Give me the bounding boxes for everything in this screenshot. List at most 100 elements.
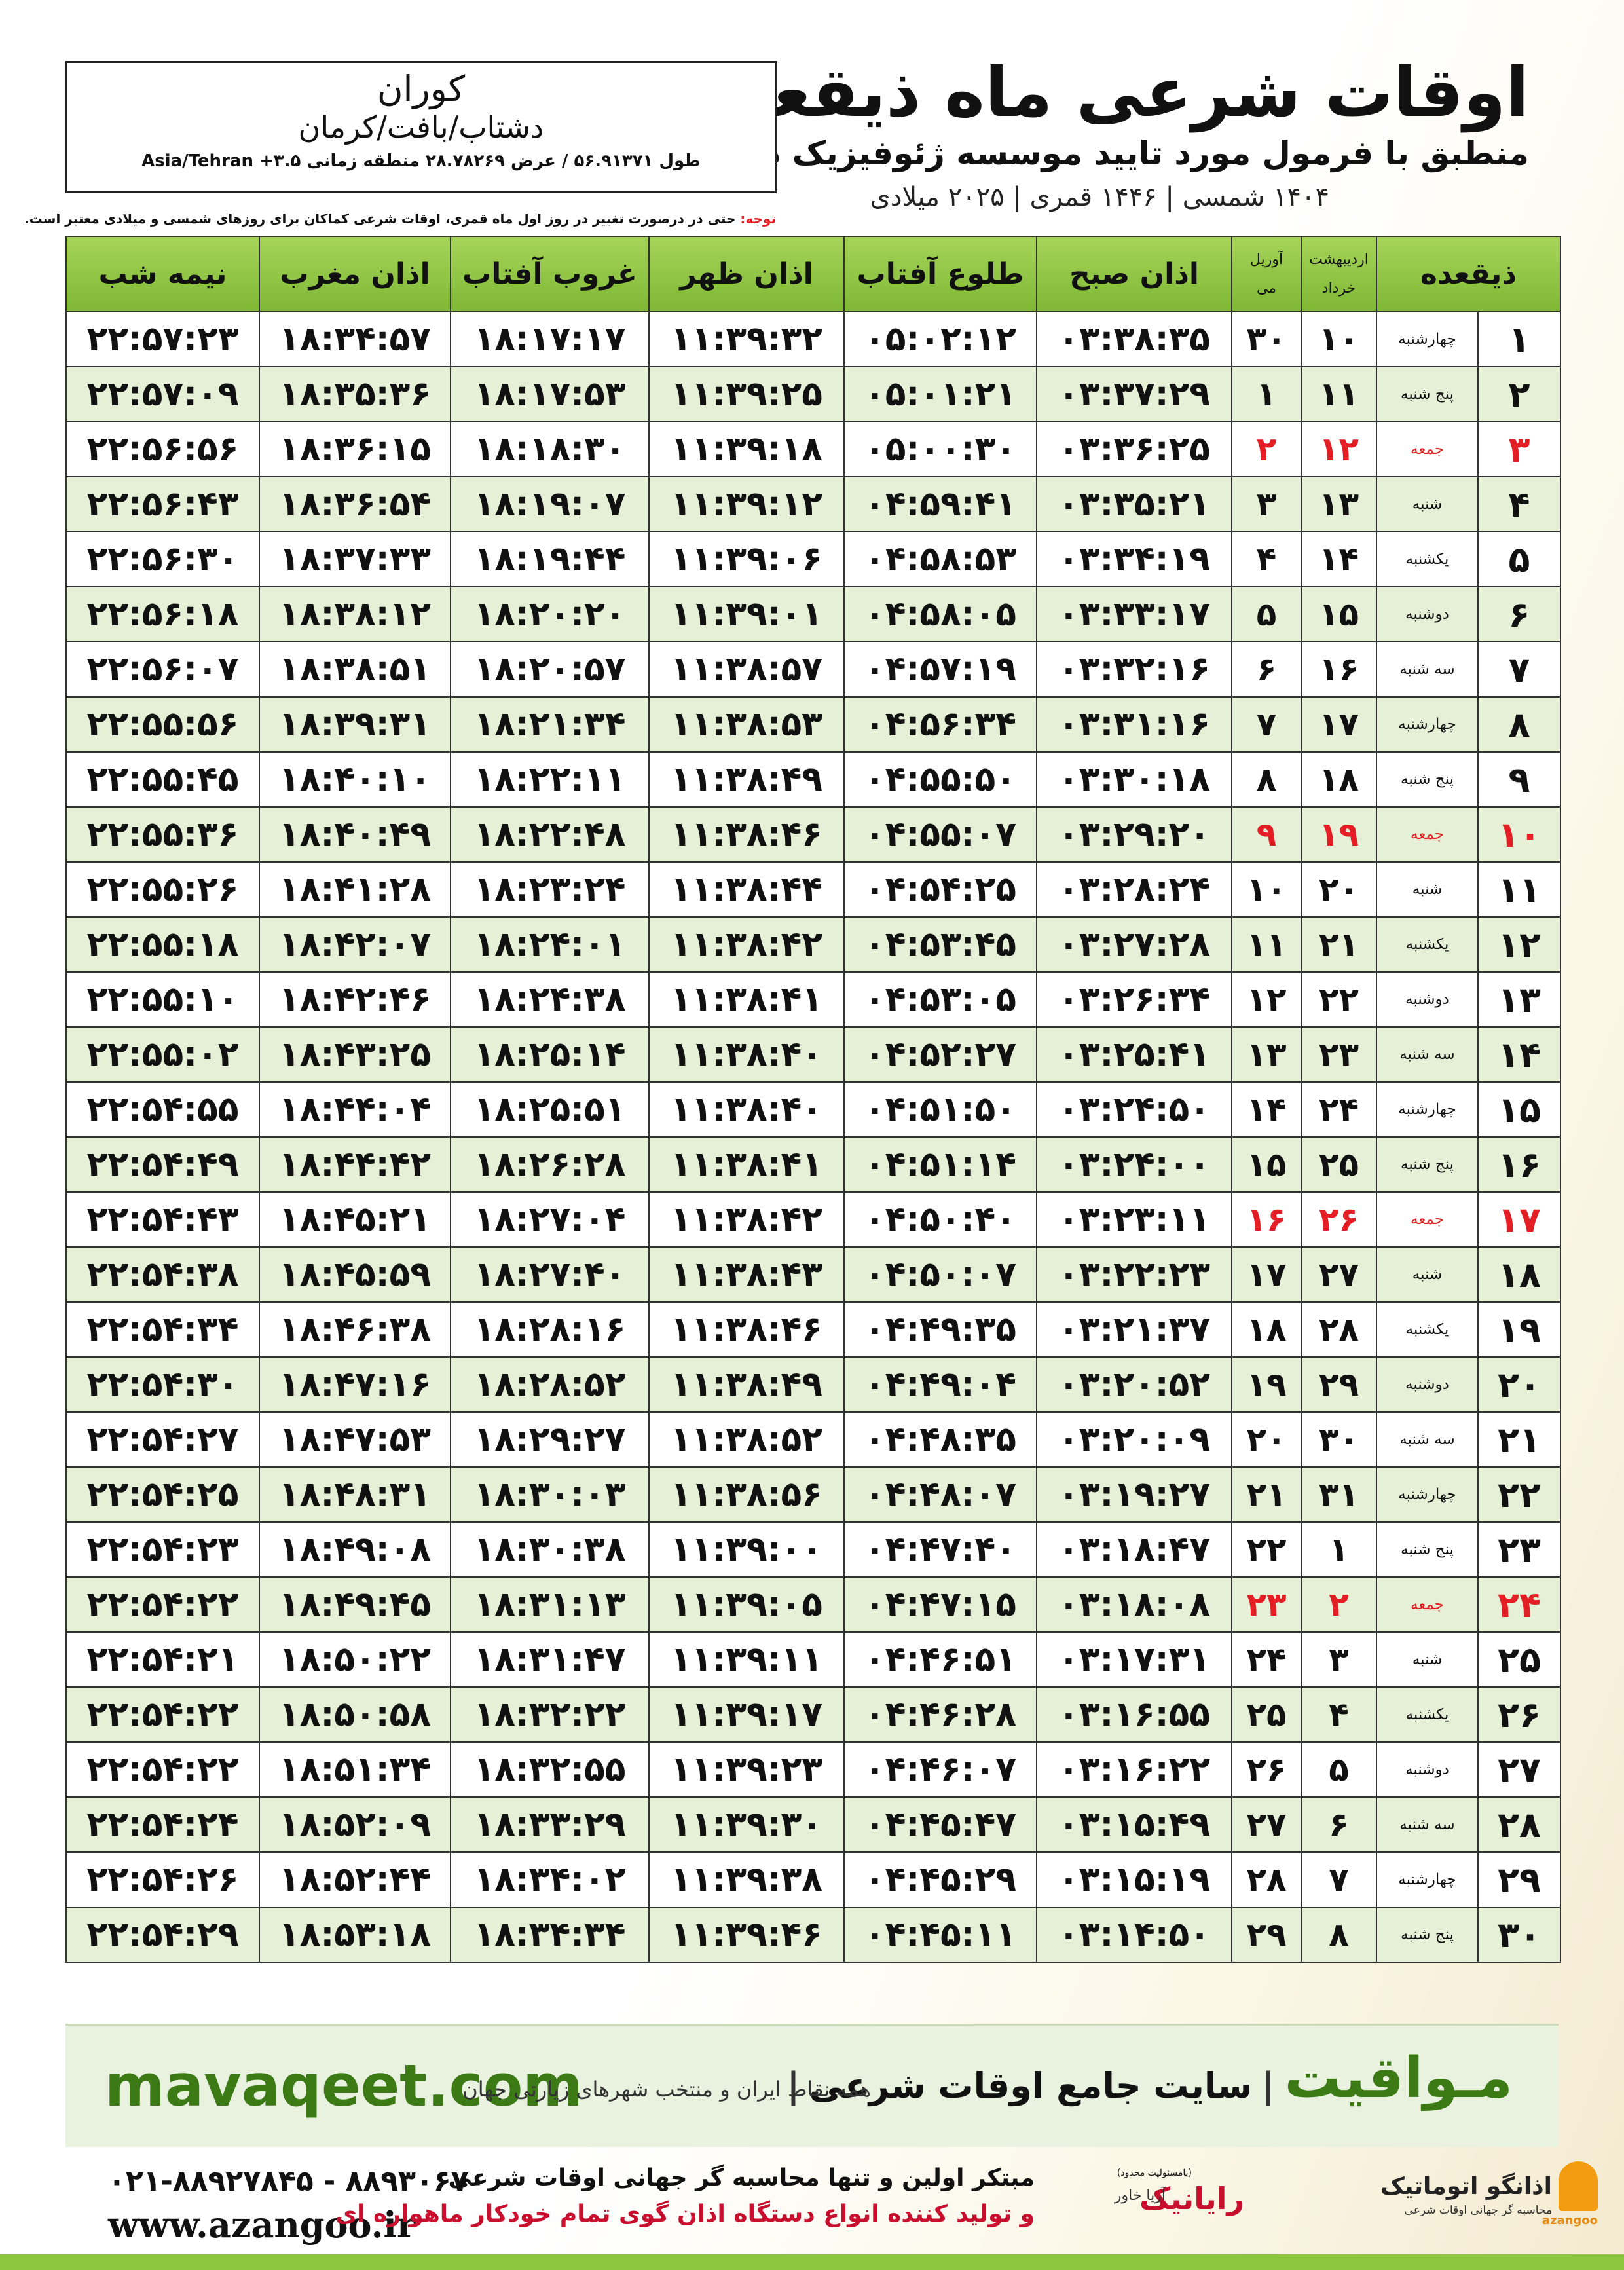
time-cell: ۲۲:۵۶:۳۰	[65, 531, 260, 587]
time-cell: ۰۳:۳۰:۱۸	[1036, 751, 1232, 808]
time-cell: ۱۸:۲۳:۲۴	[450, 861, 650, 918]
weekday-cell: دوشنبه	[1376, 1356, 1479, 1413]
row: ۶ دوشنبه ۱۵ ۵ ۰۳:۳۳:۱۷ ۰۴:۵۸:۰۵ ۱۱:۳۹:۰۱ ۱۸:۲۰:…	[65, 586, 1561, 642]
time-cell: ۰۴:۴۷:۴۰	[843, 1521, 1037, 1578]
time-cell: ۱۸:۵۲:۰۹	[259, 1796, 451, 1853]
time-cell: ۱۸:۲۷:۰۴	[450, 1191, 650, 1248]
time-cell: ۰۴:۴۶:۲۸	[843, 1686, 1037, 1743]
day-cell: ۱۳	[1477, 971, 1561, 1028]
banner: mavaqeet.com مـواقیت سایت جامع اوقات شرع…	[65, 2024, 1559, 2147]
sponsor: رایانیک	[1139, 2181, 1244, 2216]
time-cell: ۱۸:۲۵:۵۱	[450, 1081, 650, 1138]
coverage: همه نقاط ایران و منتخب شهرهای زیارتی جها…	[462, 2077, 871, 2102]
row: ۹ پنج شنبه ۱۸ ۸ ۰۳:۳۰:۱۸ ۰۴:۵۵:۵۰ ۱۱:۳۸:۴۹ ۱۸:۲…	[65, 751, 1561, 808]
date-cell: ۴	[1301, 1686, 1377, 1743]
time-cell: ۲۲:۵۶:۴۳	[65, 476, 260, 532]
note: توجه: حتی در درصورت تغییر در روز اول ماه…	[24, 211, 776, 227]
time-cell: ۰۴:۵۲:۲۷	[843, 1026, 1037, 1083]
date-cell: ۱۴	[1301, 531, 1377, 587]
weekday-cell: سه شنبه	[1376, 641, 1479, 698]
time-cell: ۱۸:۳۴:۰۲	[450, 1851, 650, 1908]
date-cell: ۲۹	[1231, 1907, 1302, 1963]
note-text: حتی در درصورت تغییر در روز اول ماه قمری،…	[24, 211, 736, 227]
row: ۸ چهارشنبه ۱۷ ۷ ۰۳:۳۱:۱۶ ۰۴:۵۶:۳۴ ۱۱:۳۸:۵۳ ۱۸:۲…	[65, 696, 1561, 753]
time-cell: ۲۲:۵۵:۲۶	[65, 861, 260, 918]
time-cell: ۲۲:۵۴:۲۳	[65, 1521, 260, 1578]
time-cell: ۲۲:۵۴:۲۴	[65, 1796, 260, 1853]
weekday-cell: چهارشنبه	[1376, 1466, 1479, 1523]
row: ۲۵ شنبه ۳ ۲۴ ۰۳:۱۷:۳۱ ۰۴:۴۶:۵۱ ۱۱:۳۹:۱۱ ۱۸:۳۱:۴…	[65, 1631, 1561, 1688]
time-cell: ۰۴:۵۹:۴۱	[843, 476, 1037, 532]
day-cell: ۲۴	[1477, 1576, 1561, 1633]
row: ۲۳ پنج شنبه ۱ ۲۲ ۰۳:۱۸:۴۷ ۰۴:۴۷:۴۰ ۱۱:۳۹:۰۰ ۱۸:…	[65, 1521, 1561, 1578]
day-cell: ۲۶	[1477, 1686, 1561, 1743]
time-cell: ۲۲:۵۴:۲۲	[65, 1741, 260, 1798]
time-cell: ۲۲:۵۴:۲۶	[65, 1851, 260, 1908]
time-cell: ۱۸:۵۳:۱۸	[259, 1907, 451, 1963]
time-cell: ۰۳:۱۹:۲۷	[1036, 1466, 1232, 1523]
time-cell: ۰۴:۵۳:۰۵	[843, 971, 1037, 1028]
day-cell: ۷	[1477, 641, 1561, 698]
time-cell: ۱۸:۳۵:۳۶	[259, 366, 451, 422]
time-cell: ۲۲:۵۴:۳۴	[65, 1301, 260, 1358]
weekday-cell: دوشنبه	[1376, 971, 1479, 1028]
time-cell: ۱۱:۳۹:۱۷	[648, 1686, 845, 1743]
time-cell: ۰۳:۲۰:۰۹	[1036, 1411, 1232, 1468]
weekday-cell: شنبه	[1376, 476, 1479, 532]
day-cell: ۲۵	[1477, 1631, 1561, 1688]
weekday-cell: سه شنبه	[1376, 1411, 1479, 1468]
time-cell: ۱۸:۵۰:۲۲	[259, 1631, 451, 1688]
time-cell: ۰۳:۳۲:۱۶	[1036, 641, 1232, 698]
date-cell: ۲۳	[1231, 1576, 1302, 1633]
date-cell: ۱۳	[1301, 476, 1377, 532]
time-cell: ۰۳:۱۵:۴۹	[1036, 1796, 1232, 1853]
row: ۱۹ یکشنبه ۲۸ ۱۸ ۰۳:۲۱:۳۷ ۰۴:۴۹:۳۵ ۱۱:۳۸:۴۶ ۱۸:۲…	[65, 1301, 1561, 1358]
day-cell: ۱۵	[1477, 1081, 1561, 1138]
date-cell: ۳۱	[1301, 1466, 1377, 1523]
day-cell: ۲۳	[1477, 1521, 1561, 1578]
time-cell: ۱۸:۱۸:۳۰	[450, 421, 650, 477]
time-cell: ۱۱:۳۹:۰۱	[648, 586, 845, 642]
date-cell: ۳۰	[1231, 311, 1302, 367]
date-cell: ۲۰	[1231, 1411, 1302, 1468]
date-cell: ۱۵	[1231, 1136, 1302, 1193]
time-cell: ۰۵:۰۲:۱۲	[843, 311, 1037, 367]
row: ۱۸ شنبه ۲۷ ۱۷ ۰۳:۲۲:۲۳ ۰۴:۵۰:۰۷ ۱۱:۳۸:۴۳ ۱۸:۲۷:…	[65, 1246, 1561, 1303]
time-cell: ۲۲:۵۴:۳۸	[65, 1246, 260, 1303]
time-cell: ۱۱:۳۹:۴۶	[648, 1907, 845, 1963]
time-cell: ۱۸:۴۶:۳۸	[259, 1301, 451, 1358]
time-cell: ۰۴:۴۵:۲۹	[843, 1851, 1037, 1908]
time-cell: ۱۸:۳۴:۳۴	[450, 1907, 650, 1963]
time-cell: ۰۴:۵۰:۰۷	[843, 1246, 1037, 1303]
time-cell: ۲۲:۵۴:۲۹	[65, 1907, 260, 1963]
time-cell: ۱۸:۵۲:۴۴	[259, 1851, 451, 1908]
day-cell: ۱۲	[1477, 916, 1561, 973]
website[interactable]: www.azangoo.ir	[108, 2204, 416, 2246]
header-cell: اذان مغرب	[259, 236, 451, 312]
weekday-cell: یکشنبه	[1376, 916, 1479, 973]
time-cell: ۱۸:۲۱:۳۴	[450, 696, 650, 753]
header-cell: اذان ظهر	[648, 236, 845, 312]
row: ۵ یکشنبه ۱۴ ۴ ۰۳:۳۴:۱۹ ۰۴:۵۸:۵۳ ۱۱:۳۹:۰۶ ۱۸:۱۹:…	[65, 531, 1561, 587]
date-cell: ۱۷	[1231, 1246, 1302, 1303]
row: ۱۶ پنج شنبه ۲۵ ۱۵ ۰۳:۲۴:۰۰ ۰۴:۵۱:۱۴ ۱۱:۳۸:۴۱ ۱۸…	[65, 1136, 1561, 1193]
day-cell: ۳	[1477, 421, 1561, 477]
row: ۲۸ سه شنبه ۶ ۲۷ ۰۳:۱۵:۴۹ ۰۴:۴۵:۴۷ ۱۱:۳۹:۳۰ ۱۸:۳…	[65, 1796, 1561, 1853]
time-cell: ۰۴:۵۱:۱۴	[843, 1136, 1037, 1193]
time-cell: ۱۱:۳۹:۰۰	[648, 1521, 845, 1578]
time-cell: ۰۳:۲۷:۲۸	[1036, 916, 1232, 973]
time-cell: ۱۸:۱۹:۰۷	[450, 476, 650, 532]
date-cell: ۶	[1301, 1796, 1377, 1853]
site-url[interactable]: mavaqeet.com	[105, 2052, 583, 2119]
time-cell: ۱۸:۴۱:۲۸	[259, 861, 451, 918]
logo-en: azangoo	[1541, 2214, 1598, 2227]
date-cell: ۱۱	[1301, 366, 1377, 422]
time-cell: ۱۸:۳۹:۳۱	[259, 696, 451, 753]
date-cell: ۲۶	[1231, 1741, 1302, 1798]
date-cell: ۲۵	[1231, 1686, 1302, 1743]
time-cell: ۲۲:۵۶:۰۷	[65, 641, 260, 698]
time-cell: ۰۳:۲۱:۳۷	[1036, 1301, 1232, 1358]
time-cell: ۲۲:۵۵:۰۲	[65, 1026, 260, 1083]
time-cell: ۱۱:۳۸:۴۲	[648, 1191, 845, 1248]
header-text: آوریل	[1249, 251, 1283, 268]
